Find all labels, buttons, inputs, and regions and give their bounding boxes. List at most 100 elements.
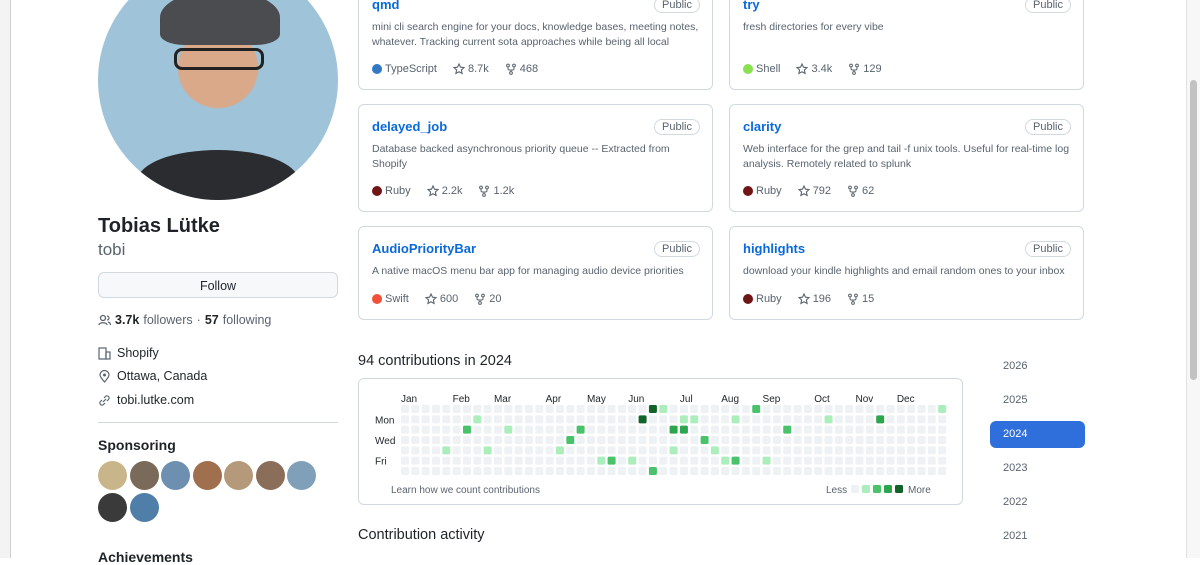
contribution-day bbox=[679, 425, 688, 434]
repo-name[interactable]: clarity bbox=[743, 119, 782, 134]
forks-count[interactable]: 62 bbox=[862, 185, 875, 197]
contribution-day bbox=[783, 415, 792, 424]
forks-count[interactable]: 15 bbox=[862, 293, 875, 305]
sponsor-avatar[interactable] bbox=[161, 461, 190, 490]
repo-stars[interactable]: 792 bbox=[797, 185, 832, 197]
month-label: Nov bbox=[856, 394, 874, 405]
link-icon bbox=[99, 394, 110, 406]
contribution-day bbox=[669, 415, 678, 424]
repo-card: qmd Public mini cli search engine for your… bbox=[358, 0, 713, 90]
contribution-day bbox=[721, 466, 730, 475]
year-button[interactable]: 2021 bbox=[1003, 530, 1028, 542]
repo-forks[interactable]: 20 bbox=[474, 293, 501, 305]
website-text[interactable]: tobi.lutke.com bbox=[117, 393, 195, 407]
sponsor-avatar[interactable] bbox=[129, 461, 159, 490]
sponsor-avatar[interactable] bbox=[98, 461, 127, 490]
contribution-day bbox=[514, 435, 523, 444]
contribution-day bbox=[545, 405, 554, 413]
following-count[interactable]: 57 bbox=[204, 313, 219, 327]
year-button[interactable]: 2026 bbox=[1003, 360, 1028, 372]
contribution-day bbox=[535, 466, 544, 475]
month-label: Feb bbox=[453, 394, 471, 405]
contribution-day bbox=[679, 446, 688, 455]
repo-name[interactable]: try bbox=[743, 0, 760, 12]
contribution-day bbox=[690, 405, 699, 413]
repo-forks[interactable]: 468 bbox=[505, 63, 538, 75]
forks-count[interactable]: 129 bbox=[863, 63, 882, 75]
contribution-day bbox=[638, 456, 647, 465]
contribution-day bbox=[690, 466, 699, 475]
contribution-day bbox=[886, 405, 895, 413]
contribution-day bbox=[524, 415, 533, 424]
building-icon bbox=[98, 346, 111, 360]
sponsor-avatar[interactable] bbox=[192, 461, 222, 490]
following-label[interactable]: following bbox=[222, 313, 272, 327]
forks-count[interactable]: 1.2k bbox=[493, 185, 515, 197]
forks-count[interactable]: 468 bbox=[519, 63, 539, 75]
language-color bbox=[743, 294, 753, 304]
contribution-day bbox=[938, 405, 947, 413]
contribution-day bbox=[638, 415, 647, 424]
repo-stars[interactable]: 196 bbox=[797, 293, 832, 305]
contribution-day bbox=[483, 446, 492, 455]
contribution-day bbox=[752, 456, 761, 465]
contribution-day bbox=[783, 446, 792, 455]
contribution-day bbox=[855, 405, 864, 413]
contribution-day bbox=[917, 466, 926, 475]
stars-count[interactable]: 792 bbox=[812, 185, 832, 197]
contribution-day bbox=[545, 435, 554, 444]
forks-count[interactable]: 20 bbox=[489, 293, 502, 305]
contribution-day bbox=[803, 435, 812, 444]
sponsor-avatar[interactable] bbox=[98, 493, 127, 522]
contribution-day bbox=[741, 456, 750, 465]
year-button[interactable]: 2022 bbox=[1003, 496, 1028, 508]
stars-count[interactable]: 2.2k bbox=[441, 185, 463, 197]
sponsor-avatar[interactable] bbox=[255, 461, 285, 490]
contribution-day bbox=[679, 415, 688, 424]
followers-count[interactable]: 3.7k bbox=[115, 313, 140, 327]
year-button[interactable]: 2025 bbox=[1003, 394, 1028, 406]
repo-forks[interactable]: 129 bbox=[848, 63, 882, 75]
repo-stars[interactable]: 2.2k bbox=[426, 185, 463, 197]
repo-name[interactable]: delayed_job bbox=[372, 119, 448, 134]
repo-forks[interactable]: 62 bbox=[847, 185, 874, 197]
contribution-day bbox=[710, 425, 719, 434]
repo-forks[interactable]: 1.2k bbox=[478, 185, 514, 197]
repo-card: clarity Public Web interface for the grep … bbox=[729, 104, 1084, 212]
contribution-day bbox=[545, 446, 554, 455]
contribution-day bbox=[524, 466, 533, 475]
contribution-day bbox=[886, 456, 895, 465]
stars-count[interactable]: 600 bbox=[439, 293, 459, 305]
sponsor-avatar[interactable] bbox=[287, 461, 316, 490]
repo-stars[interactable]: 600 bbox=[424, 293, 459, 305]
sponsor-avatar[interactable] bbox=[224, 461, 253, 490]
stars-count[interactable]: 8.7k bbox=[467, 63, 489, 75]
scrollbar-thumb[interactable] bbox=[1190, 80, 1197, 380]
repo-name[interactable]: AudioPriorityBar bbox=[372, 241, 477, 256]
repo-card: highlights Public download your kindle hig… bbox=[729, 226, 1084, 320]
sponsor-avatar[interactable] bbox=[129, 493, 159, 522]
stars-count[interactable]: 3.4k bbox=[811, 63, 833, 75]
contribution-day bbox=[421, 415, 430, 424]
contribution-day bbox=[462, 466, 471, 475]
repo-forks[interactable]: 15 bbox=[847, 293, 874, 305]
contribution-day bbox=[483, 456, 492, 465]
contribution-day bbox=[669, 456, 678, 465]
repo-stars[interactable]: 8.7k bbox=[452, 63, 489, 75]
contribution-day bbox=[710, 466, 719, 475]
repo-name[interactable]: highlights bbox=[743, 241, 806, 256]
achievements-title: Achievements bbox=[98, 549, 193, 565]
contribution-day bbox=[628, 456, 637, 465]
followers-label[interactable]: followers bbox=[143, 313, 193, 327]
contribution-day bbox=[504, 435, 513, 444]
year-button[interactable]: 2023 bbox=[1003, 462, 1028, 474]
repo-name[interactable]: qmd bbox=[372, 0, 400, 12]
repo-description: Web interface for the grep and tail -f u… bbox=[743, 143, 1070, 170]
repo-stars[interactable]: 3.4k bbox=[796, 63, 832, 75]
contribution-day bbox=[401, 415, 409, 424]
contribution-day bbox=[493, 405, 502, 413]
follow-button[interactable]: Follow bbox=[98, 272, 338, 298]
stars-count[interactable]: 196 bbox=[812, 293, 832, 305]
year-button[interactable]: 2024 bbox=[990, 421, 1085, 448]
website[interactable]: tobi.lutke.com bbox=[98, 393, 194, 407]
